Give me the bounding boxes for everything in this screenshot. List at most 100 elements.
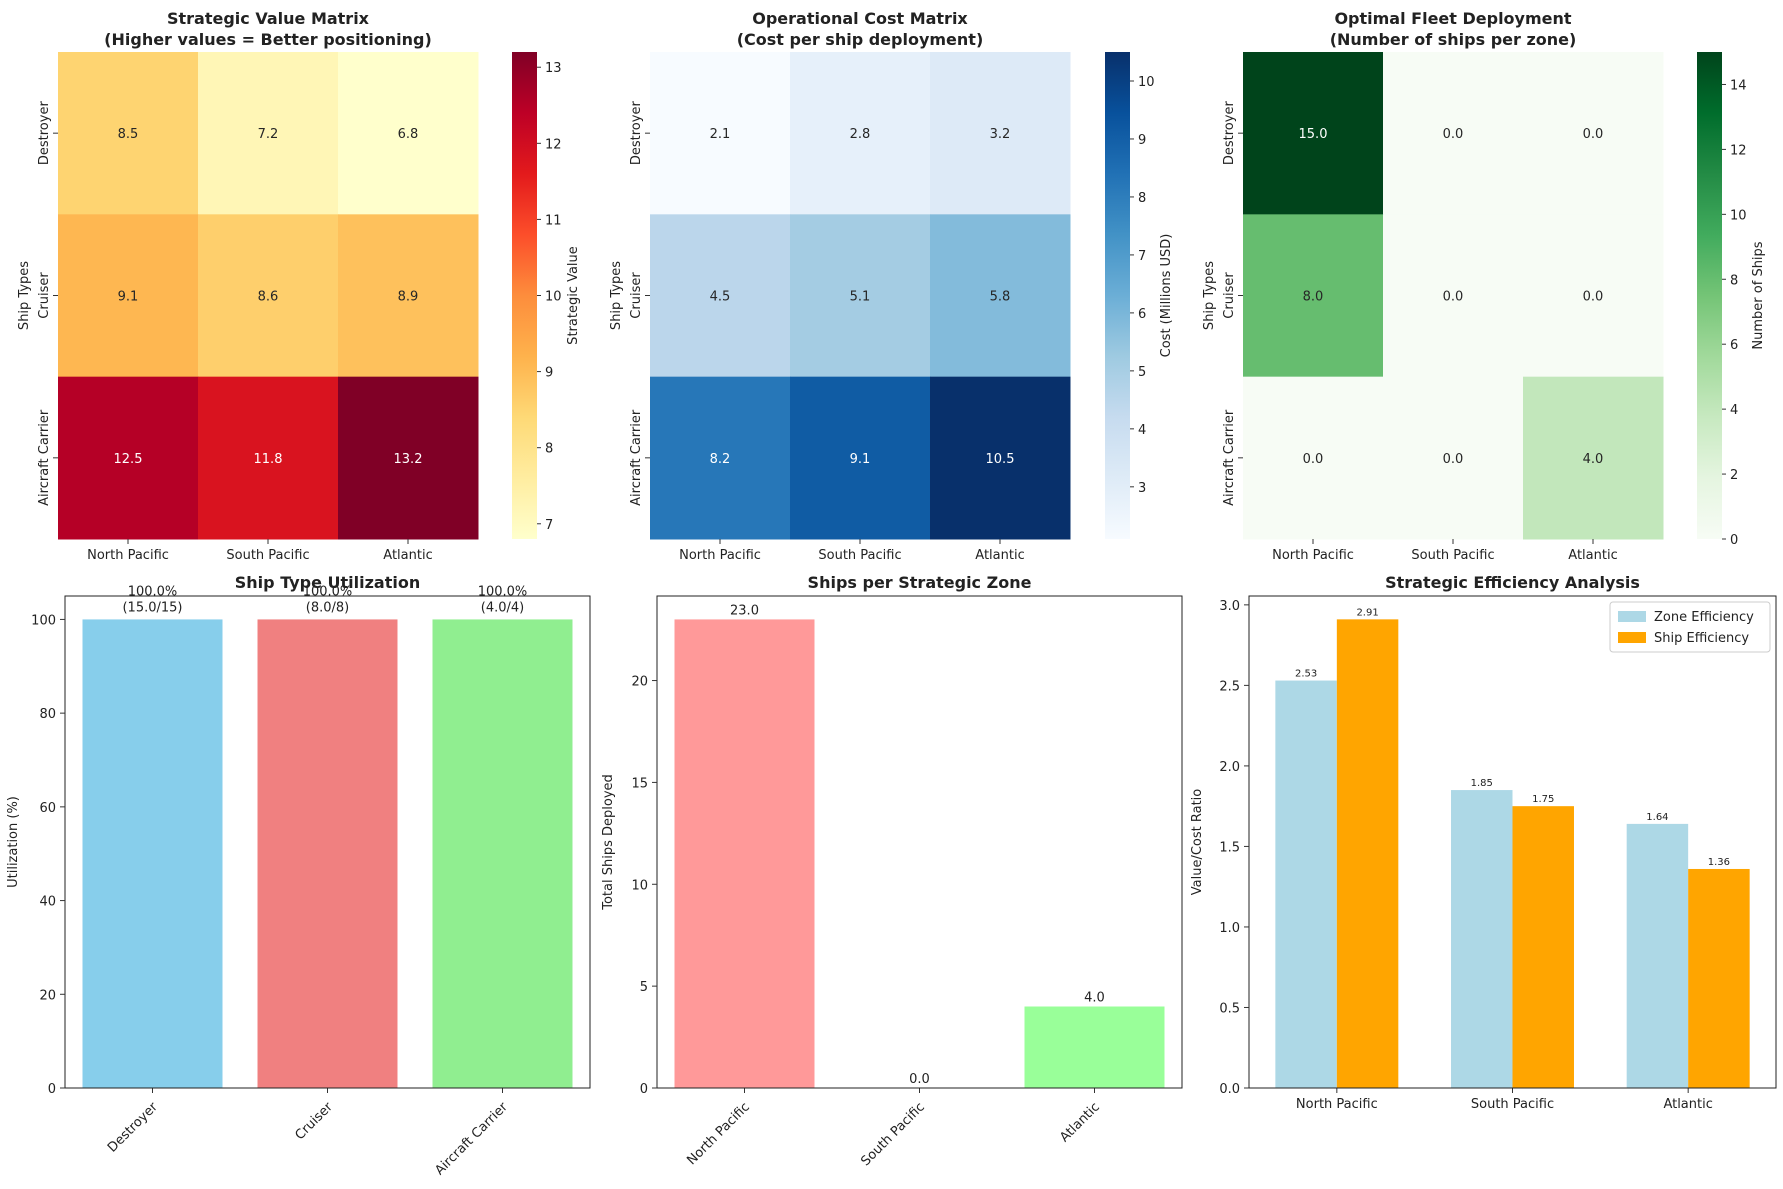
x-tick-label: Destroyer bbox=[105, 1099, 161, 1155]
x-tick-label: Atlantic bbox=[1057, 1100, 1103, 1146]
y-tick-label: 100 bbox=[31, 613, 56, 628]
y-axis-label: Ship Types bbox=[1202, 261, 1217, 330]
y-tick-label: Aircraft Carrier bbox=[1222, 409, 1237, 506]
cell-value: 8.2 bbox=[710, 452, 731, 467]
x-tick-label: South Pacific bbox=[1471, 1097, 1554, 1112]
cell-value: 11.8 bbox=[254, 452, 283, 467]
colorbar bbox=[1697, 52, 1722, 539]
colorbar-tick-label: 8 bbox=[1730, 273, 1738, 288]
cell-value: 9.1 bbox=[118, 290, 139, 305]
y-tick-label: 5 bbox=[640, 980, 648, 995]
heatmap-cell bbox=[1383, 376, 1524, 540]
axes-frame bbox=[64, 595, 591, 1089]
bar-panel-6: 2.53 2.91 North Pacific 1.85 1.75 South Pacif… bbox=[1190, 573, 1777, 1112]
bar-panel-4: 100.0%(15.0/15)Destroyer100.0%(8.0/8)Cru… bbox=[6, 573, 591, 1178]
heatmap-cell bbox=[338, 214, 479, 378]
colorbar-tick-label: 5 bbox=[1138, 365, 1146, 380]
cell-value: 0.0 bbox=[1583, 290, 1604, 305]
y-tick-label: 2.0 bbox=[1219, 760, 1240, 775]
bar bbox=[1626, 823, 1689, 1088]
cell-value: 0.0 bbox=[1443, 127, 1464, 142]
y-axis-label: Utilization (%) bbox=[6, 796, 21, 888]
y-tick-label: 15 bbox=[631, 776, 648, 791]
x-tick-label: South Pacific bbox=[818, 548, 901, 563]
colorbar-tick-label: 6 bbox=[1730, 338, 1738, 353]
heatmap-cell bbox=[650, 52, 791, 215]
colorbar-tick-label: 14 bbox=[1730, 78, 1747, 93]
y-tick-label: Cruiser bbox=[629, 272, 644, 319]
bar-value-label: 1.36 bbox=[1708, 857, 1730, 868]
chart-title: Ships per Strategic Zone bbox=[808, 573, 1032, 592]
x-tick-label: North Pacific bbox=[1272, 548, 1354, 563]
colorbar-label: Number of Ships bbox=[1751, 241, 1766, 349]
cell-value: 4.0 bbox=[1583, 452, 1604, 467]
chart-subtitle: (Number of ships per zone) bbox=[1330, 30, 1577, 49]
x-tick-label: North Pacific bbox=[684, 1100, 752, 1168]
heatmap-cell bbox=[198, 214, 339, 378]
colorbar-tick-label: 7 bbox=[545, 518, 553, 533]
bar-value-label: 100.0% bbox=[478, 584, 528, 599]
colorbar-tick-label: 3 bbox=[1138, 481, 1146, 496]
x-tick-label: South Pacific bbox=[226, 548, 309, 563]
chart-title: Strategic Value Matrix bbox=[167, 9, 370, 28]
heatmap-cell bbox=[650, 214, 791, 378]
legend-box bbox=[1609, 601, 1771, 653]
bar-value-label: (4.0/4) bbox=[481, 600, 524, 615]
heatmap-cell bbox=[1243, 376, 1384, 540]
colorbar-tick-label: 9 bbox=[1138, 133, 1146, 148]
bar-value-label: 1.85 bbox=[1471, 778, 1493, 789]
cell-value: 0.0 bbox=[1443, 290, 1464, 305]
cell-value: 12.5 bbox=[114, 452, 143, 467]
x-tick-label: South Pacific bbox=[858, 1100, 927, 1169]
bar bbox=[1024, 1006, 1165, 1088]
bar bbox=[1451, 790, 1513, 1088]
bar bbox=[257, 619, 398, 1088]
y-tick-label: 40 bbox=[39, 895, 56, 910]
colorbar bbox=[512, 52, 537, 539]
colorbar-tick-label: 10 bbox=[1730, 208, 1747, 223]
bar-value-label: 0.0 bbox=[909, 1072, 930, 1087]
axes-frame bbox=[656, 595, 1183, 1089]
bar bbox=[1275, 680, 1337, 1088]
cell-value: 5.1 bbox=[850, 290, 871, 305]
y-tick-label: Cruiser bbox=[1222, 272, 1237, 319]
bar-value-label: 4.0 bbox=[1084, 991, 1105, 1006]
colorbar bbox=[1105, 52, 1130, 539]
heatmap-cell bbox=[1383, 52, 1524, 215]
bar-value-label: (15.0/15) bbox=[122, 600, 182, 615]
chart-title: Operational Cost Matrix bbox=[752, 9, 968, 28]
y-tick-label: 0.0 bbox=[1219, 1082, 1240, 1097]
colorbar-tick-label: 4 bbox=[1730, 403, 1738, 418]
cell-value: 6.8 bbox=[398, 127, 419, 142]
cell-value: 2.1 bbox=[710, 127, 731, 142]
colorbar-tick-label: 12 bbox=[1730, 143, 1747, 158]
colorbar-tick-label: 11 bbox=[545, 213, 562, 228]
y-tick-label: 1.5 bbox=[1219, 840, 1240, 855]
cell-value: 0.0 bbox=[1443, 452, 1464, 467]
chart-title: Ship Type Utilization bbox=[235, 573, 420, 592]
cell-value: 10.5 bbox=[986, 452, 1015, 467]
x-tick-label: South Pacific bbox=[1411, 548, 1494, 563]
colorbar-tick-label: 4 bbox=[1138, 423, 1146, 438]
y-axis-label: Ship Types bbox=[609, 261, 624, 330]
bar bbox=[82, 619, 223, 1088]
legend-swatch bbox=[1618, 611, 1646, 622]
y-tick-label: 10 bbox=[631, 878, 648, 893]
colorbar-label: Strategic Value bbox=[566, 246, 581, 345]
bar-value-label: 2.53 bbox=[1295, 669, 1317, 680]
y-tick-label: 20 bbox=[631, 675, 648, 690]
y-axis-label: Total Ships Deployed bbox=[601, 774, 616, 911]
colorbar-tick-label: 9 bbox=[545, 366, 553, 381]
cell-value: 0.0 bbox=[1583, 127, 1604, 142]
cell-value: 2.8 bbox=[850, 127, 871, 142]
colorbar-label: Cost (Millions USD) bbox=[1159, 234, 1174, 358]
y-tick-label: Aircraft Carrier bbox=[37, 409, 52, 506]
cell-value: 5.8 bbox=[990, 290, 1011, 305]
chart-title: Optimal Fleet Deployment bbox=[1334, 9, 1571, 28]
chart-subtitle: (Cost per ship deployment) bbox=[737, 30, 984, 49]
heatmap-cell bbox=[58, 214, 199, 378]
bar bbox=[1688, 868, 1750, 1088]
x-tick-label: North Pacific bbox=[679, 548, 761, 563]
heatmap-cell bbox=[198, 52, 339, 215]
colorbar-tick-label: 2 bbox=[1730, 468, 1738, 483]
